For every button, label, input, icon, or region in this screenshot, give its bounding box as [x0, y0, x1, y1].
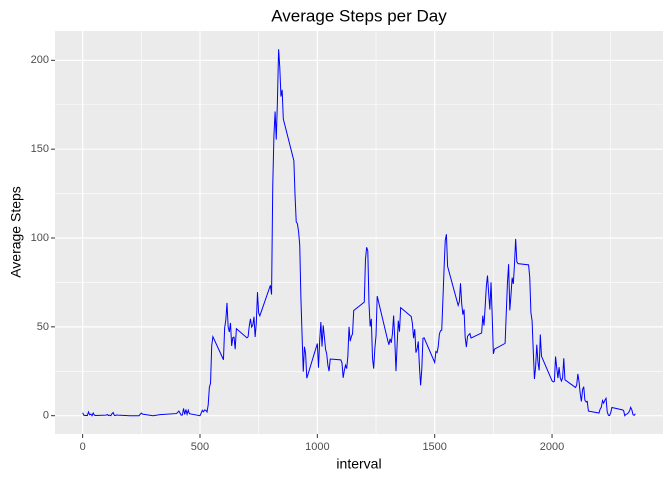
y-tick-label: 200 — [31, 54, 49, 66]
x-axis-title: interval — [336, 456, 381, 472]
panel — [55, 31, 663, 434]
y-tick-label: 50 — [37, 321, 49, 333]
x-tick-label: 2000 — [540, 441, 564, 453]
y-tick-label: 0 — [43, 410, 49, 422]
y-tick-label: 150 — [31, 143, 49, 155]
y-tick-label: 100 — [31, 232, 49, 244]
x-tick-label: 0 — [80, 441, 86, 453]
x-tick-label: 1500 — [422, 441, 446, 453]
y-axis-title: Average Steps — [8, 186, 24, 278]
x-tick-label: 1000 — [305, 441, 329, 453]
data-line — [82, 49, 636, 417]
chart-title: Average Steps per Day — [271, 6, 447, 25]
x-tick-label: 500 — [191, 441, 209, 453]
